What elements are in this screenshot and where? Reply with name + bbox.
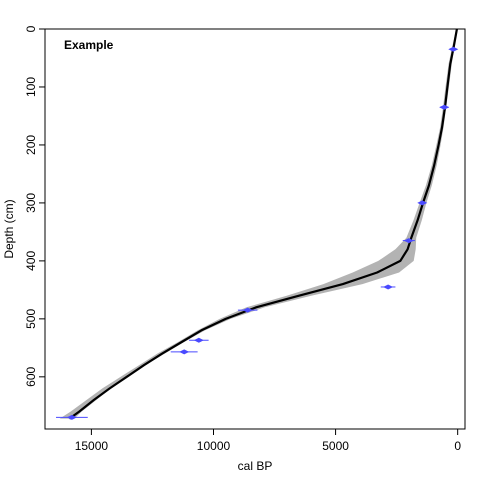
x-axis-title: cal BP bbox=[238, 459, 273, 473]
dated-sample-marker bbox=[189, 337, 209, 343]
date-probability-marker bbox=[448, 46, 459, 52]
y-tick-label: 600 bbox=[24, 366, 38, 386]
date-probability-marker bbox=[193, 337, 204, 343]
date-probability-marker bbox=[439, 104, 450, 110]
date-probability-marker bbox=[383, 284, 394, 290]
plot-layer bbox=[55, 28, 459, 420]
dated-sample-marker bbox=[380, 284, 396, 290]
x-axis: 15000 10000 5000 0 bbox=[75, 428, 461, 453]
y-tick-label: 500 bbox=[24, 309, 38, 329]
panel-annotation: Example bbox=[64, 38, 114, 52]
date-probability-marker bbox=[403, 238, 414, 244]
y-tick-label: 200 bbox=[24, 135, 38, 155]
dated-sample-marker bbox=[55, 414, 88, 420]
y-axis: 0 100 200 300 400 500 600 bbox=[24, 25, 46, 387]
x-tick-label: 10000 bbox=[197, 439, 231, 453]
date-probability-marker bbox=[179, 349, 190, 355]
dated-sample-marker bbox=[439, 104, 450, 110]
x-tick-label: 0 bbox=[454, 439, 461, 453]
median-age-model-line bbox=[68, 28, 458, 420]
plot-frame bbox=[44, 28, 466, 430]
dated-sample-marker bbox=[448, 46, 459, 52]
dated-sample-marker bbox=[417, 200, 428, 206]
y-tick-label: 100 bbox=[24, 77, 38, 97]
y-tick-label: 300 bbox=[24, 193, 38, 213]
dated-sample-marker bbox=[237, 307, 258, 313]
dated-sample-marker bbox=[402, 238, 415, 244]
uncertainty-envelope bbox=[59, 29, 458, 419]
dated-sample-marker bbox=[170, 349, 198, 355]
date-probability-marker bbox=[66, 414, 77, 420]
date-probability-marker bbox=[417, 200, 428, 206]
date-probability-marker bbox=[242, 307, 253, 313]
y-tick-label: 0 bbox=[24, 25, 38, 32]
x-tick-label: 5000 bbox=[322, 439, 349, 453]
y-axis-title: Depth (cm) bbox=[2, 199, 16, 258]
x-tick-label: 15000 bbox=[75, 439, 109, 453]
y-tick-label: 400 bbox=[24, 251, 38, 271]
